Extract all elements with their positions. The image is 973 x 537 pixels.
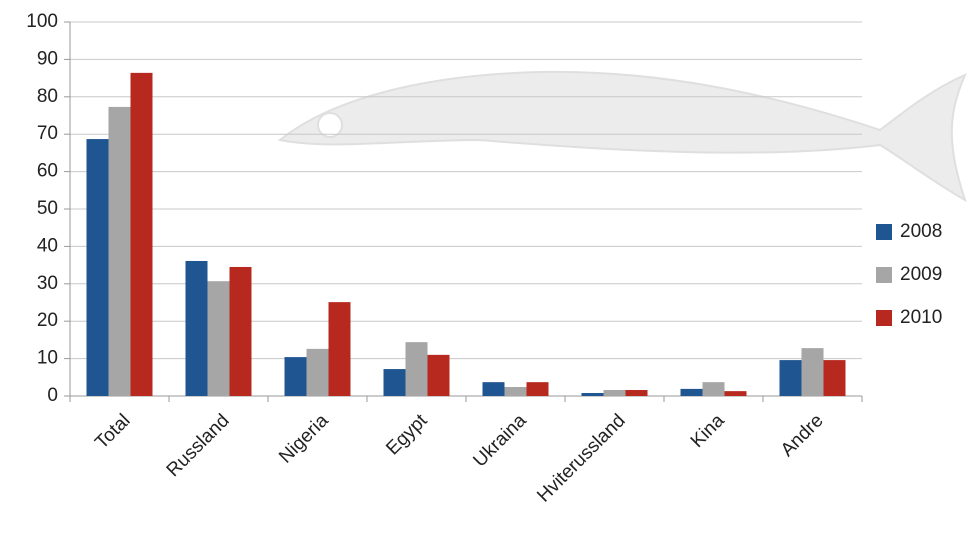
bar [86,139,109,396]
bar [801,348,824,396]
x-tick-label: Total [91,410,134,453]
legend-swatch [876,267,892,283]
y-tick-label: 60 [37,161,58,182]
y-tick-label: 50 [37,198,58,219]
bar [779,360,802,396]
y-tick-label: 30 [37,273,58,294]
bar [185,260,208,396]
legend-label: 2008 [900,221,942,242]
bar [383,369,406,396]
bar [405,342,428,396]
bar [680,388,703,396]
x-tick-label: Ukraina [469,410,530,471]
y-tick-label: 80 [37,86,58,107]
legend-label: 2009 [900,264,942,285]
x-tick-label: Russland [163,410,234,481]
bar [328,302,351,396]
bar [482,382,505,396]
bar [130,72,153,396]
bar [724,391,747,396]
bar [823,360,846,396]
bar [581,393,604,396]
bar [207,281,230,396]
bar [504,387,527,396]
x-tick-label: Hviterussland [533,410,629,506]
y-tick-label: 20 [37,310,58,331]
y-tick-label: 70 [37,123,58,144]
x-tick-label: Andre [777,410,828,461]
bar [526,382,549,396]
bar [603,390,626,396]
y-tick-label: 90 [37,48,58,69]
x-tick-label: Egypt [382,410,432,460]
bar [284,357,307,396]
y-tick-label: 40 [37,235,58,256]
y-tick-label: 100 [26,11,58,32]
bar [229,266,252,396]
x-tick-label: Nigeria [275,410,333,468]
bar [702,382,725,396]
bar [108,106,131,396]
legend-label: 2010 [900,307,942,328]
legend-swatch [876,310,892,326]
y-tick-label: 10 [37,348,58,369]
bar [306,348,329,396]
bar [625,390,648,396]
legend-swatch [876,224,892,240]
y-tick-label: 0 [47,385,58,406]
x-tick-label: Kina [687,410,729,452]
bar [427,354,450,396]
fish-watermark [277,70,967,203]
